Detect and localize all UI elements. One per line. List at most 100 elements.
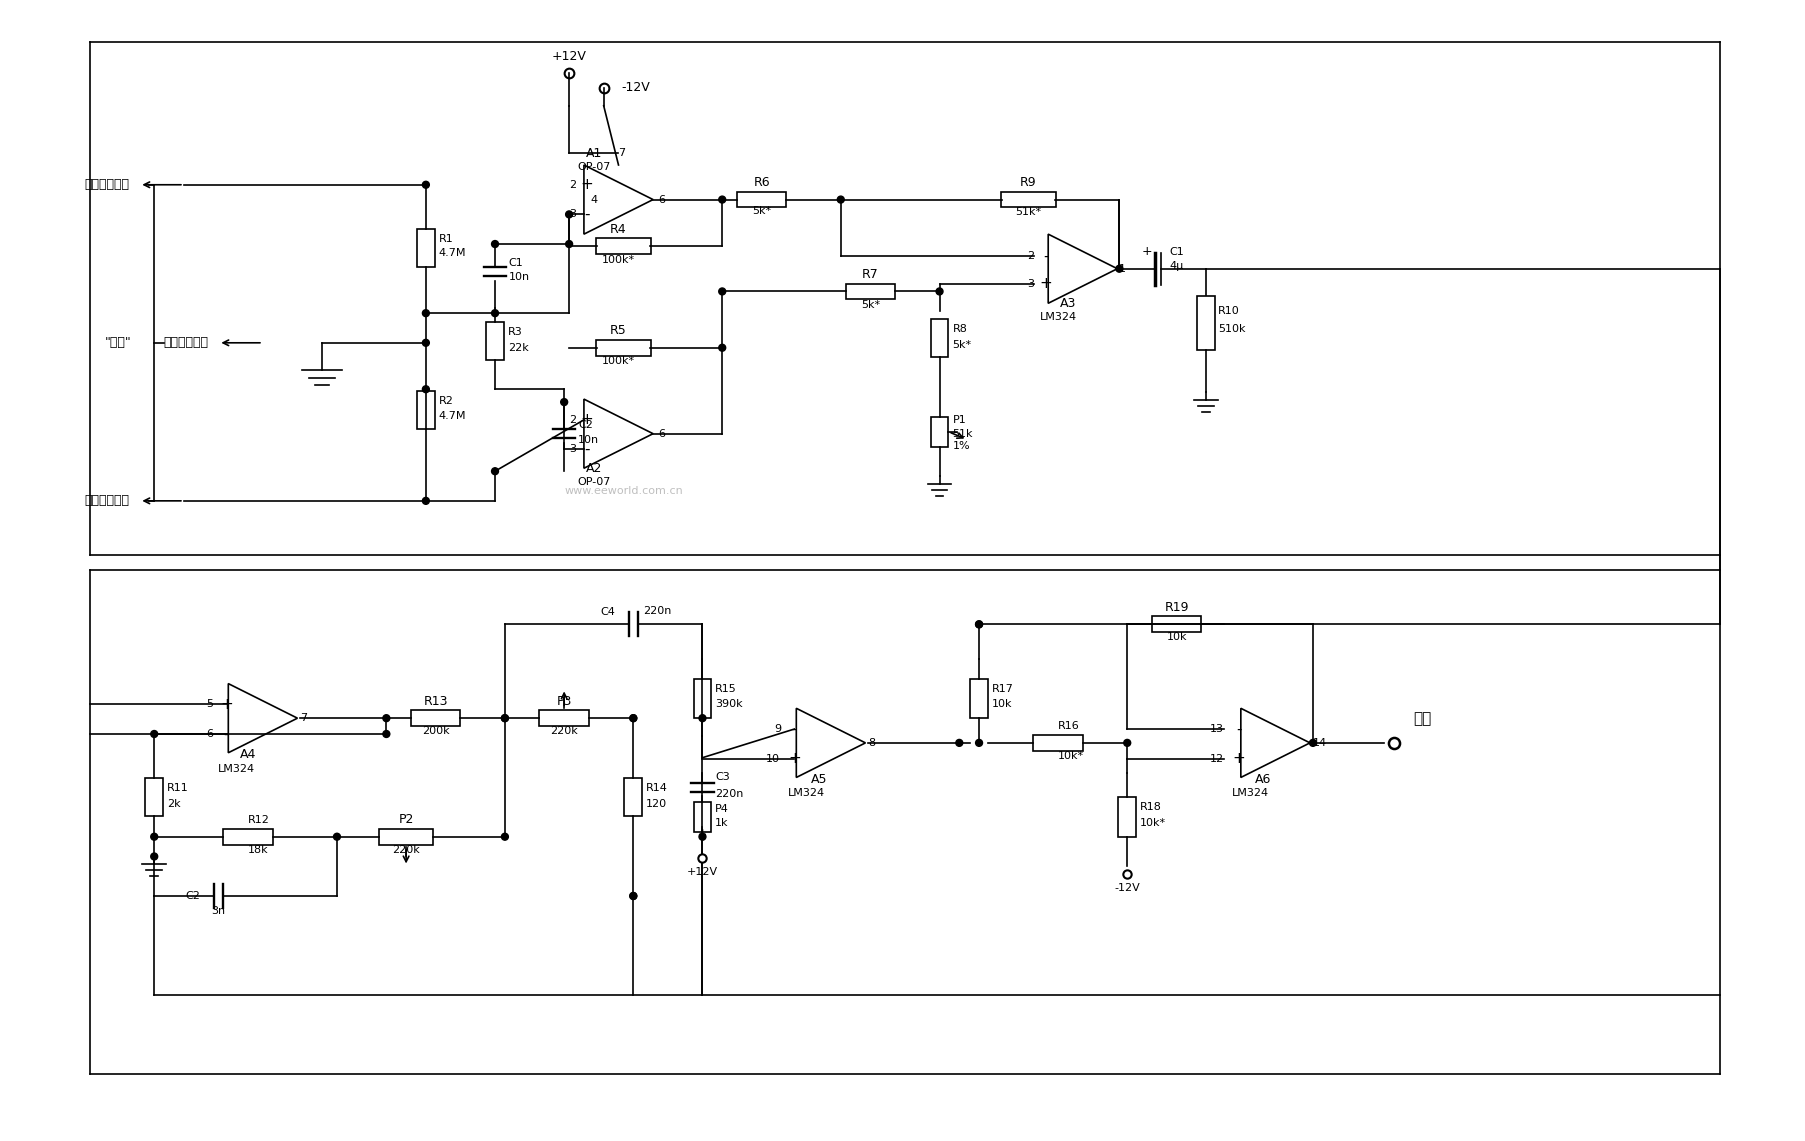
Text: C4: C4 <box>601 607 616 617</box>
Text: -: - <box>224 727 229 742</box>
Text: 4.7M: 4.7M <box>439 248 466 258</box>
Text: OP-07: OP-07 <box>578 162 610 172</box>
Text: 10n: 10n <box>509 272 531 282</box>
Text: 5: 5 <box>206 699 213 710</box>
Text: 接脚腕（黑）: 接脚腕（黑） <box>164 337 209 349</box>
Text: 接手腕（红）: 接手腕（红） <box>85 178 130 192</box>
Text: +: + <box>581 412 594 428</box>
Circle shape <box>1115 265 1123 273</box>
Text: R10: R10 <box>1218 306 1240 316</box>
Text: A4: A4 <box>240 748 256 761</box>
Text: A3: A3 <box>1060 297 1076 310</box>
Text: 10k*: 10k* <box>1058 751 1085 761</box>
Text: A5: A5 <box>810 772 827 786</box>
Bar <box>540 711 588 726</box>
Circle shape <box>975 621 982 628</box>
Text: 1: 1 <box>1119 264 1126 274</box>
Text: A6: A6 <box>1254 772 1273 786</box>
Circle shape <box>491 468 498 475</box>
Text: 51k: 51k <box>953 429 973 438</box>
Text: +: + <box>1233 751 1245 766</box>
Circle shape <box>630 892 637 899</box>
Circle shape <box>422 497 430 504</box>
Text: R6: R6 <box>753 176 771 189</box>
Bar <box>931 319 948 357</box>
Circle shape <box>491 241 498 248</box>
Text: +: + <box>789 751 801 766</box>
Bar <box>693 802 711 832</box>
Bar <box>596 340 650 356</box>
Text: R2: R2 <box>439 396 453 406</box>
Bar <box>146 778 162 816</box>
Text: +: + <box>1040 276 1052 291</box>
Text: R11: R11 <box>168 784 190 793</box>
Text: 3: 3 <box>569 445 576 454</box>
Text: LM324: LM324 <box>1233 788 1269 799</box>
Circle shape <box>975 621 982 628</box>
Text: 510k: 510k <box>1218 324 1245 334</box>
Circle shape <box>718 288 726 294</box>
Text: R18: R18 <box>1141 802 1162 812</box>
Text: 12: 12 <box>1209 754 1224 763</box>
Circle shape <box>502 714 509 721</box>
Text: 3n: 3n <box>211 906 226 916</box>
Bar <box>417 229 435 267</box>
Circle shape <box>630 892 637 899</box>
Circle shape <box>937 288 942 294</box>
Text: C3: C3 <box>715 772 729 783</box>
Circle shape <box>152 833 157 840</box>
Text: 1k: 1k <box>715 818 729 828</box>
Bar <box>417 391 435 429</box>
Circle shape <box>422 181 430 188</box>
Bar <box>486 322 504 359</box>
Bar <box>693 679 711 718</box>
Text: 200k: 200k <box>422 726 449 736</box>
Text: 7: 7 <box>617 148 625 159</box>
Text: -12V: -12V <box>621 81 650 95</box>
Text: A2: A2 <box>585 462 603 475</box>
Circle shape <box>422 386 430 393</box>
Text: 2: 2 <box>569 180 576 189</box>
Text: 390k: 390k <box>715 699 744 710</box>
Text: 14: 14 <box>1312 738 1327 747</box>
Text: 6: 6 <box>659 195 664 204</box>
Text: 7: 7 <box>300 713 307 723</box>
Bar <box>412 711 460 726</box>
Circle shape <box>1125 739 1130 746</box>
Text: R17: R17 <box>993 683 1014 694</box>
Text: www.eeworld.com.cn: www.eeworld.com.cn <box>565 486 682 496</box>
Text: +: + <box>1143 245 1152 258</box>
Text: 100k*: 100k* <box>601 254 635 265</box>
Text: C1: C1 <box>509 258 523 268</box>
Text: LM324: LM324 <box>218 763 255 774</box>
Text: -12V: -12V <box>1114 883 1141 893</box>
Text: 13: 13 <box>1209 725 1224 734</box>
Text: R7: R7 <box>863 268 879 281</box>
Text: OP-07: OP-07 <box>578 477 610 487</box>
Text: R1: R1 <box>439 234 453 244</box>
Text: 4: 4 <box>590 195 597 204</box>
Text: +: + <box>220 697 233 712</box>
Bar <box>1119 798 1135 836</box>
Text: R16: R16 <box>1058 721 1079 731</box>
Bar <box>969 679 987 718</box>
Circle shape <box>699 714 706 721</box>
Text: P2: P2 <box>399 814 413 826</box>
Circle shape <box>152 730 157 737</box>
Text: 5k*: 5k* <box>953 340 971 350</box>
Bar <box>931 416 948 446</box>
Text: 10k: 10k <box>993 699 1013 710</box>
Text: "导联": "导联" <box>105 337 132 349</box>
Circle shape <box>975 739 982 746</box>
Text: 8: 8 <box>868 738 875 747</box>
Text: R8: R8 <box>953 324 967 334</box>
Text: 220k: 220k <box>392 844 421 855</box>
Text: -: - <box>585 442 590 458</box>
Text: 3: 3 <box>569 210 576 219</box>
Text: 10n: 10n <box>578 435 599 445</box>
Text: +12V: +12V <box>688 867 718 877</box>
Text: 2k: 2k <box>168 799 181 809</box>
Bar <box>224 828 273 844</box>
Text: 18k: 18k <box>247 844 269 855</box>
Circle shape <box>718 345 726 351</box>
